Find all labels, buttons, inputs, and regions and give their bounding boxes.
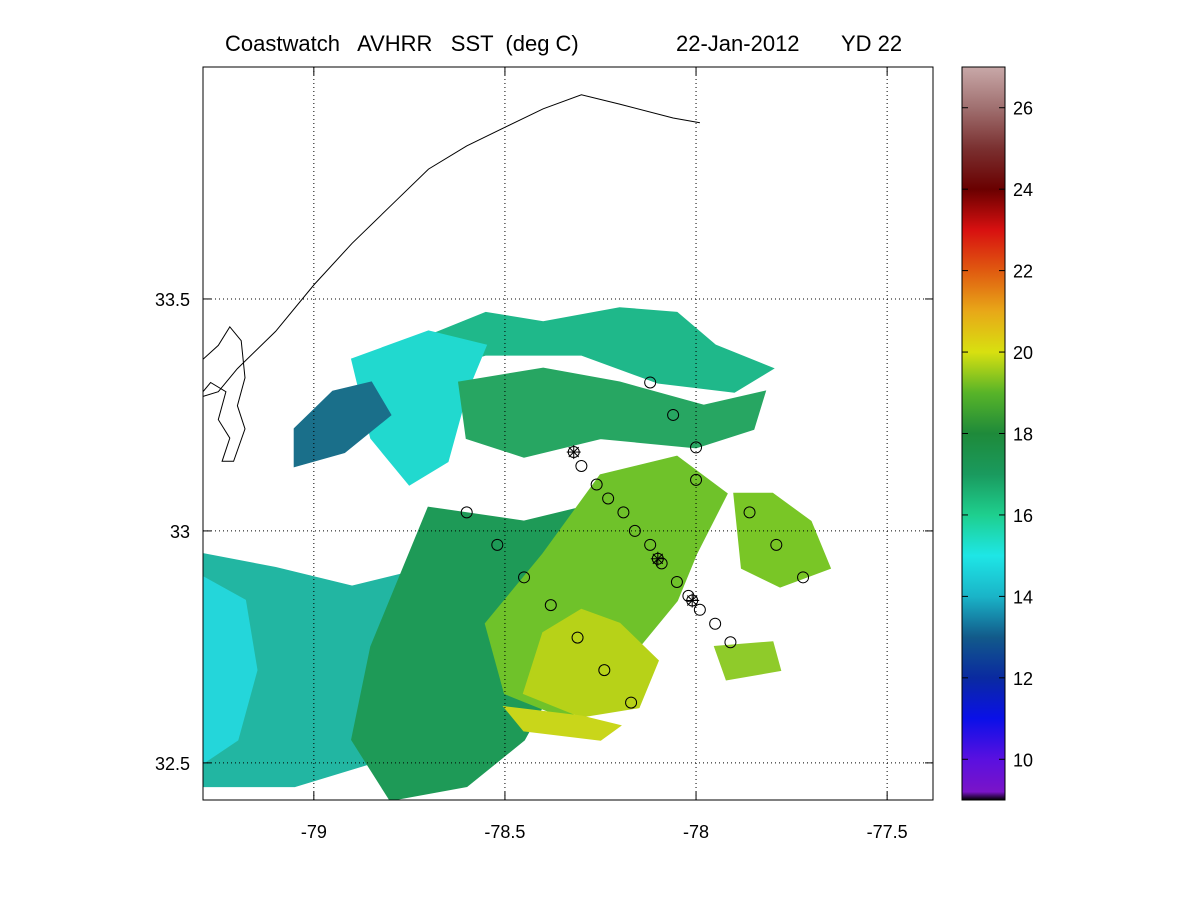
y-tick-label: 33.5 xyxy=(155,290,190,310)
station-circle xyxy=(644,376,657,389)
station-circle xyxy=(617,506,630,519)
station-circle xyxy=(625,696,638,709)
sst-south-east-patch xyxy=(713,641,782,681)
sst-field xyxy=(203,307,832,800)
figure-title-yearday: YD 22 xyxy=(841,31,902,56)
colorbar-tick-label: 18 xyxy=(1013,425,1033,445)
station-circle xyxy=(724,636,737,649)
station-circle xyxy=(644,538,657,551)
sst-cyan-plume xyxy=(350,330,488,486)
station-circle xyxy=(670,575,683,588)
station-circle xyxy=(544,599,557,612)
station-circle xyxy=(575,459,588,472)
colorbar-tick-label: 26 xyxy=(1013,99,1033,119)
sst-east-patch xyxy=(733,492,832,588)
map-frame xyxy=(202,66,934,801)
x-tick-label: -79 xyxy=(301,822,327,842)
colorbar-tick-label: 10 xyxy=(1013,750,1033,770)
colorbar xyxy=(961,66,1006,801)
station-circle xyxy=(602,492,615,505)
station-star xyxy=(685,593,700,608)
station-star-ray xyxy=(568,446,580,458)
station-circle xyxy=(571,631,584,644)
station-circle xyxy=(590,478,603,491)
sst-northern-patch xyxy=(407,307,775,393)
station-circle xyxy=(797,571,810,584)
colorbar-ticks: 10 12 14 16 18 20 22 24 26 xyxy=(962,99,1033,770)
x-tick-label: -77.5 xyxy=(867,822,908,842)
sst-warm-core xyxy=(522,608,659,718)
station-circle xyxy=(460,506,473,519)
station-star-ray xyxy=(686,595,698,606)
station-star xyxy=(566,445,581,460)
coastline xyxy=(203,94,700,462)
station-circle xyxy=(682,589,695,602)
station-star-ray xyxy=(652,553,664,565)
station-circle xyxy=(598,664,611,677)
sst-dark-teal-filament xyxy=(293,381,392,468)
colorbar-tick-label: 16 xyxy=(1013,506,1033,526)
station-circle xyxy=(518,571,531,584)
y-axis-ticks: 32.5 33 33.5 xyxy=(155,290,933,774)
x-tick-label: -78 xyxy=(683,822,709,842)
x-tick-label: -78.5 xyxy=(484,822,525,842)
station-circle xyxy=(667,408,680,421)
figure-title-product: Coastwatch AVHRR SST (deg C) xyxy=(225,31,579,56)
colorbar-tick-label: 22 xyxy=(1013,262,1033,282)
lat-lon-grid xyxy=(203,67,933,800)
colorbar-tick-label: 20 xyxy=(1013,343,1033,363)
station-circle xyxy=(690,473,703,486)
station-circle xyxy=(743,506,756,519)
colorbar-tick-label: 24 xyxy=(1013,180,1033,200)
station-star xyxy=(650,551,665,566)
station-circle xyxy=(491,538,504,551)
sst-yellow-band xyxy=(502,705,622,741)
station-circle xyxy=(770,538,783,551)
station-markers xyxy=(460,376,810,709)
figure-title-date: 22-Jan-2012 xyxy=(676,31,800,56)
x-axis-ticks: -79 -78.5 -78 -77.5 xyxy=(301,67,908,842)
sst-mid-shelf-green xyxy=(457,367,767,458)
station-circle xyxy=(655,557,668,570)
coastline-main xyxy=(203,94,700,397)
coastline-sound xyxy=(203,325,246,462)
y-tick-label: 32.5 xyxy=(155,754,190,774)
station-circle xyxy=(690,441,703,454)
colorbar-tick-label: 12 xyxy=(1013,669,1033,689)
y-tick-label: 33 xyxy=(170,522,190,542)
station-circle xyxy=(693,603,706,616)
station-circle xyxy=(628,524,641,537)
station-circle xyxy=(709,617,722,630)
sst-cyan-coast xyxy=(203,576,258,765)
colorbar-tick-label: 14 xyxy=(1013,587,1033,607)
